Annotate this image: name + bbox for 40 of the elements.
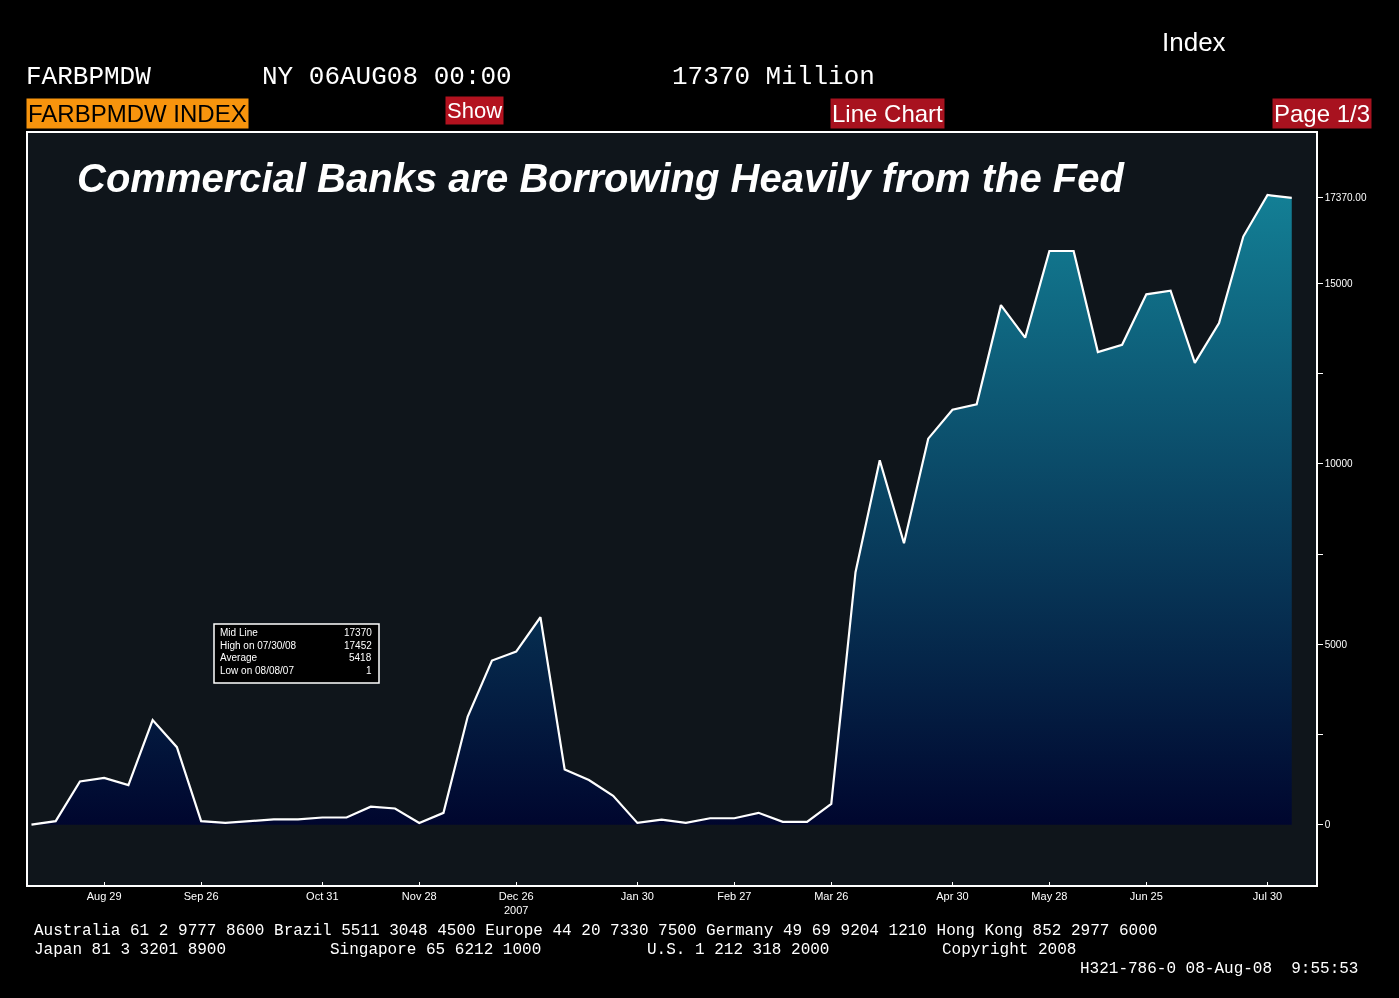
text: Copyright 2008 bbox=[942, 941, 1077, 959]
x-tick-label: Mar 26 bbox=[814, 889, 849, 902]
x-tick-label: Sep 26 bbox=[183, 889, 219, 902]
annotation: 17452 bbox=[344, 640, 373, 651]
text: Line Chart bbox=[832, 100, 944, 127]
text: Commercial Banks are Borrowing Heavily from the Fed bbox=[77, 156, 1126, 200]
text: FARBPMDW bbox=[26, 62, 152, 92]
text: Japan 81 3 3201 8900 bbox=[34, 941, 227, 959]
annotation: 5418 bbox=[349, 652, 372, 663]
annotation: High on 07/30/08 bbox=[220, 640, 297, 651]
x-tick-label: Apr 30 bbox=[936, 889, 969, 902]
text: U.S. 1 212 318 2000 bbox=[647, 941, 830, 959]
text: H321-786-0 08-Aug-08 9:55:53 bbox=[1080, 960, 1359, 978]
text: 17370 Million bbox=[672, 62, 875, 92]
text: Index bbox=[1162, 27, 1226, 57]
x-tick-label: Jul 30 bbox=[1252, 889, 1283, 902]
annotation: 1 bbox=[366, 665, 372, 676]
text: FARBPMDW INDEX bbox=[28, 100, 247, 127]
text: NY 06AUG08 00:00 bbox=[262, 62, 512, 92]
x-tick-label: Feb 27 bbox=[717, 889, 752, 902]
x-tick-label: Oct 31 bbox=[306, 889, 339, 902]
annotation: 17370 bbox=[344, 627, 373, 638]
text: Singapore 65 6212 1000 bbox=[330, 941, 542, 959]
y-tick-label: 17370.00 bbox=[1324, 192, 1367, 204]
text: Page 1/3 bbox=[1274, 100, 1371, 127]
x-tick-label: Dec 26 2007 bbox=[498, 889, 534, 917]
x-tick-label: Jun 25 bbox=[1129, 889, 1163, 902]
y-tick-label: 15000 bbox=[1324, 277, 1353, 289]
annotation: Average bbox=[220, 652, 258, 663]
annotation: Mid Line bbox=[220, 627, 259, 638]
y-tick-label: 0 bbox=[1324, 819, 1331, 831]
x-tick-label: Nov 28 bbox=[401, 889, 437, 902]
text: Australia 61 2 9777 8600 Brazil 5511 3048 4500 Europe 44 20 7330 7500 Germany 49 69 9204 1210 Hong Kong 852 2977 6000 bbox=[34, 922, 1158, 940]
annotation: Low on 08/08/07 bbox=[220, 665, 295, 676]
y-tick-label: 10000 bbox=[1324, 458, 1353, 470]
x-tick-label: May 28 bbox=[1031, 889, 1068, 902]
y-tick-label: 5000 bbox=[1324, 638, 1348, 650]
x-tick-label: Jan 30 bbox=[620, 889, 654, 902]
x-tick-label: Aug 29 bbox=[86, 889, 122, 902]
text: Show bbox=[447, 98, 503, 123]
